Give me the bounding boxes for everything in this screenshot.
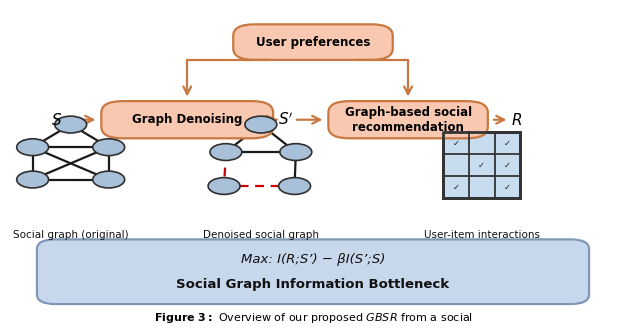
Text: Graph Denoising: Graph Denoising: [132, 113, 242, 126]
Circle shape: [93, 139, 125, 156]
Text: ✓: ✓: [478, 160, 485, 170]
Text: ✓: ✓: [504, 182, 511, 191]
FancyBboxPatch shape: [37, 239, 589, 304]
Circle shape: [17, 171, 49, 188]
Text: ✓: ✓: [504, 139, 511, 148]
Text: ✓: ✓: [453, 139, 459, 148]
Text: Graph-based social
recommendation: Graph-based social recommendation: [344, 106, 471, 134]
Text: $S$: $S$: [51, 112, 62, 128]
Circle shape: [93, 171, 125, 188]
Circle shape: [208, 178, 240, 194]
Text: User preferences: User preferences: [256, 36, 370, 49]
FancyBboxPatch shape: [443, 132, 520, 198]
Circle shape: [279, 178, 310, 194]
Text: $S'$: $S'$: [277, 112, 293, 128]
Circle shape: [245, 116, 277, 133]
Text: ✓: ✓: [504, 160, 511, 170]
Text: $R$: $R$: [511, 112, 522, 128]
Text: Denoised social graph: Denoised social graph: [203, 230, 319, 240]
Circle shape: [17, 139, 49, 156]
Circle shape: [54, 116, 86, 133]
Text: User-item interactions: User-item interactions: [424, 230, 540, 240]
Text: Social graph (original): Social graph (original): [13, 230, 128, 240]
Text: Social Graph Information Bottleneck: Social Graph Information Bottleneck: [177, 278, 449, 290]
Text: $\mathbf{Figure\ 3:}$ Overview of our proposed $\mathit{GBSR}$ from a social: $\mathbf{Figure\ 3:}$ Overview of our pr…: [153, 311, 473, 325]
Text: ✓: ✓: [453, 182, 459, 191]
FancyBboxPatch shape: [233, 24, 393, 60]
FancyBboxPatch shape: [328, 101, 488, 138]
Text: Max: I(R;S’) − βI(S’;S): Max: I(R;S’) − βI(S’;S): [241, 253, 385, 266]
Circle shape: [210, 144, 242, 160]
FancyBboxPatch shape: [101, 101, 273, 138]
Circle shape: [280, 144, 312, 160]
